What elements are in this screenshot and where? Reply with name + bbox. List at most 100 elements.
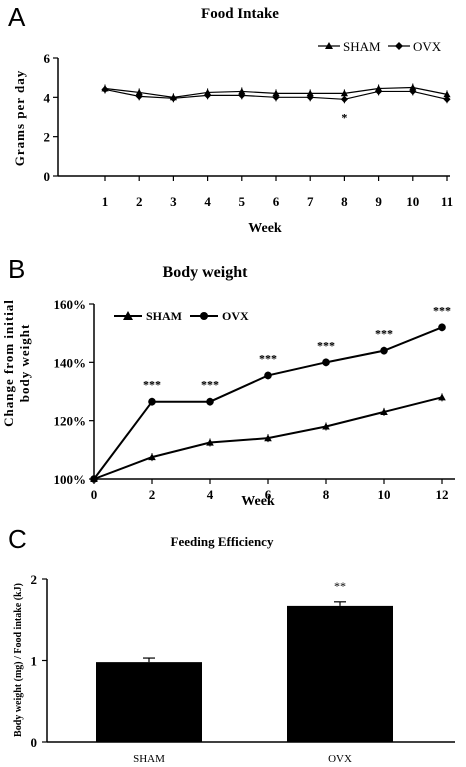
panel-a-annotations: *: [341, 110, 347, 124]
panel-c-ytick-label: 2: [31, 572, 38, 587]
panel-a-xtick-label: 7: [307, 194, 314, 209]
panel-b-series-line-ovx: [93, 326, 443, 480]
panel-b-xlabel: Week: [241, 494, 275, 509]
panel-a-ylabel: Grams per day: [12, 70, 27, 167]
panel-b-ytick-label: 140%: [54, 355, 87, 370]
legend-ovx-marker: [395, 42, 403, 50]
panel-c-annotations: **: [334, 579, 346, 593]
panel-a-ytick-label: 4: [44, 90, 51, 105]
panel-b-ytick-label: 120%: [54, 414, 87, 429]
legend-b-ovx-marker: [200, 312, 208, 320]
panel-a-point-sham: [340, 89, 348, 97]
bar-sham: [96, 662, 202, 742]
panel-b-xtick-label: 4: [207, 487, 214, 502]
panel-c-category-label: SHAM: [133, 753, 165, 765]
panel-a-series: [101, 83, 451, 104]
panel-c-ytick-label: 0: [31, 735, 38, 750]
panel-b-point-ovx: [322, 358, 330, 367]
panel-b-axes: [93, 304, 455, 480]
panel-b-ylabel-line1: Change from initial: [1, 299, 16, 427]
panel-b-point-sham: [438, 393, 446, 401]
panel-a-xtick-label: 6: [273, 194, 280, 209]
panel-b-point-ovx: [438, 323, 446, 332]
panel-b-significance: ***: [433, 303, 451, 317]
panel-a-xtick-label: 9: [375, 194, 382, 209]
panel-a-point-ovx: [238, 91, 246, 99]
panel-b-letter: B: [8, 254, 25, 284]
panel-a-point-ovx: [135, 92, 143, 100]
panel-b-xtick-label: 10: [378, 487, 391, 502]
panel-c-category-label: OVX: [328, 753, 352, 765]
panel-b-point-sham: [380, 408, 388, 415]
panel-c-ticks: 0 1 2: [31, 572, 47, 750]
panel-a-axes: [57, 58, 450, 177]
panel-a-xtick-label: 3: [170, 194, 177, 209]
panel-b-xtick-label: 8: [323, 487, 330, 502]
legend-ovx-label: OVX: [413, 39, 442, 54]
panel-a-ytick-label: 6: [44, 51, 51, 66]
panel-b-xtick-label: 12: [436, 487, 449, 502]
panel-a-point-sham: [443, 90, 451, 98]
panel-c-ytick-label: 1: [31, 654, 38, 669]
legend-b-ovx-label: OVX: [222, 309, 249, 323]
panel-a-xtick-label: 4: [204, 194, 211, 209]
panel-a-point-sham: [238, 87, 246, 95]
panel-a-ticks: 0 2 4 6 1 2 3 4 5 6 7 8 9 10 11: [44, 51, 454, 209]
panel-a-point-ovx: [340, 95, 348, 103]
panel-b: B Body weight Change from initial body w…: [1, 254, 455, 509]
legend-sham-marker: [325, 42, 333, 49]
panel-a-title: Food Intake: [201, 6, 279, 22]
panel-a-legend: SHAM OVX: [318, 39, 442, 54]
panel-b-point-ovx: [264, 371, 272, 380]
panel-a-point-sham: [272, 89, 280, 97]
legend-b-sham-marker: [123, 311, 133, 320]
panel-b-point-ovx: [90, 475, 98, 483]
panel-a-point-ovx: [101, 85, 109, 94]
panel-a-xtick-label: 10: [406, 194, 419, 209]
panel-c: C Feeding Efficiency Body weight (mg) / …: [8, 524, 455, 765]
panel-a-xlabel: Week: [248, 221, 282, 236]
panel-b-point-ovx: [206, 397, 214, 406]
panel-a-point-ovx: [306, 93, 314, 101]
panel-c-letter: C: [8, 524, 27, 554]
panel-a-point-ovx: [443, 95, 451, 103]
panel-b-significance: ***: [201, 378, 219, 392]
panel-a-point-ovx: [272, 93, 280, 101]
panel-b-significance: ***: [317, 338, 335, 352]
panel-b-ylabel-line2: body weight: [17, 324, 32, 403]
panel-b-significance: ***: [143, 378, 161, 392]
panel-b-significance: ***: [375, 327, 393, 341]
panel-a-letter: A: [8, 2, 26, 32]
panel-a-significance: *: [341, 110, 347, 124]
legend-b-sham-label: SHAM: [146, 309, 182, 323]
panel-b-xtick-label: 2: [149, 487, 156, 502]
panel-b-point-ovx: [380, 346, 388, 355]
panel-a-point-ovx: [409, 87, 417, 96]
legend-sham-label: SHAM: [343, 39, 381, 54]
panel-a-xtick-label: 11: [441, 194, 453, 209]
panel-a-point-ovx: [169, 94, 177, 102]
panel-c-title: Feeding Efficiency: [171, 534, 274, 549]
panel-c-bars: SHAM OVX: [96, 601, 393, 765]
panel-b-point-ovx: [148, 397, 156, 406]
panel-a-point-ovx: [375, 87, 383, 96]
panel-b-ytick-label: 160%: [54, 297, 87, 312]
panel-a: A Food Intake Grams per day Week 0 2 4 6 1 2 3…: [8, 2, 453, 236]
panel-b-point-sham: [322, 422, 330, 430]
panel-a-xtick-label: 5: [239, 194, 246, 209]
panel-c-significance: **: [334, 579, 346, 593]
panel-a-point-sham: [135, 88, 143, 96]
panel-a-point-sham: [306, 89, 314, 97]
panel-b-annotations: *** *** *** *** *** ***: [143, 303, 451, 391]
panel-a-xtick-label: 8: [341, 194, 348, 209]
panel-b-point-sham: [264, 434, 272, 442]
panel-a-xtick-label: 1: [102, 194, 109, 209]
panel-a-xtick-label: 2: [136, 194, 143, 209]
panel-b-xtick-label: 6: [265, 487, 272, 502]
panel-b-series: [90, 323, 446, 483]
panel-b-legend: SHAM OVX: [114, 309, 249, 323]
panel-b-ticks: 100% 120% 140% 160% 0 2 4 6 8 10 12: [54, 297, 449, 502]
panel-c-ylabel: Body weight (mg) / Food intake (kJ): [13, 583, 24, 737]
panel-b-ytick-label: 100%: [54, 472, 87, 487]
